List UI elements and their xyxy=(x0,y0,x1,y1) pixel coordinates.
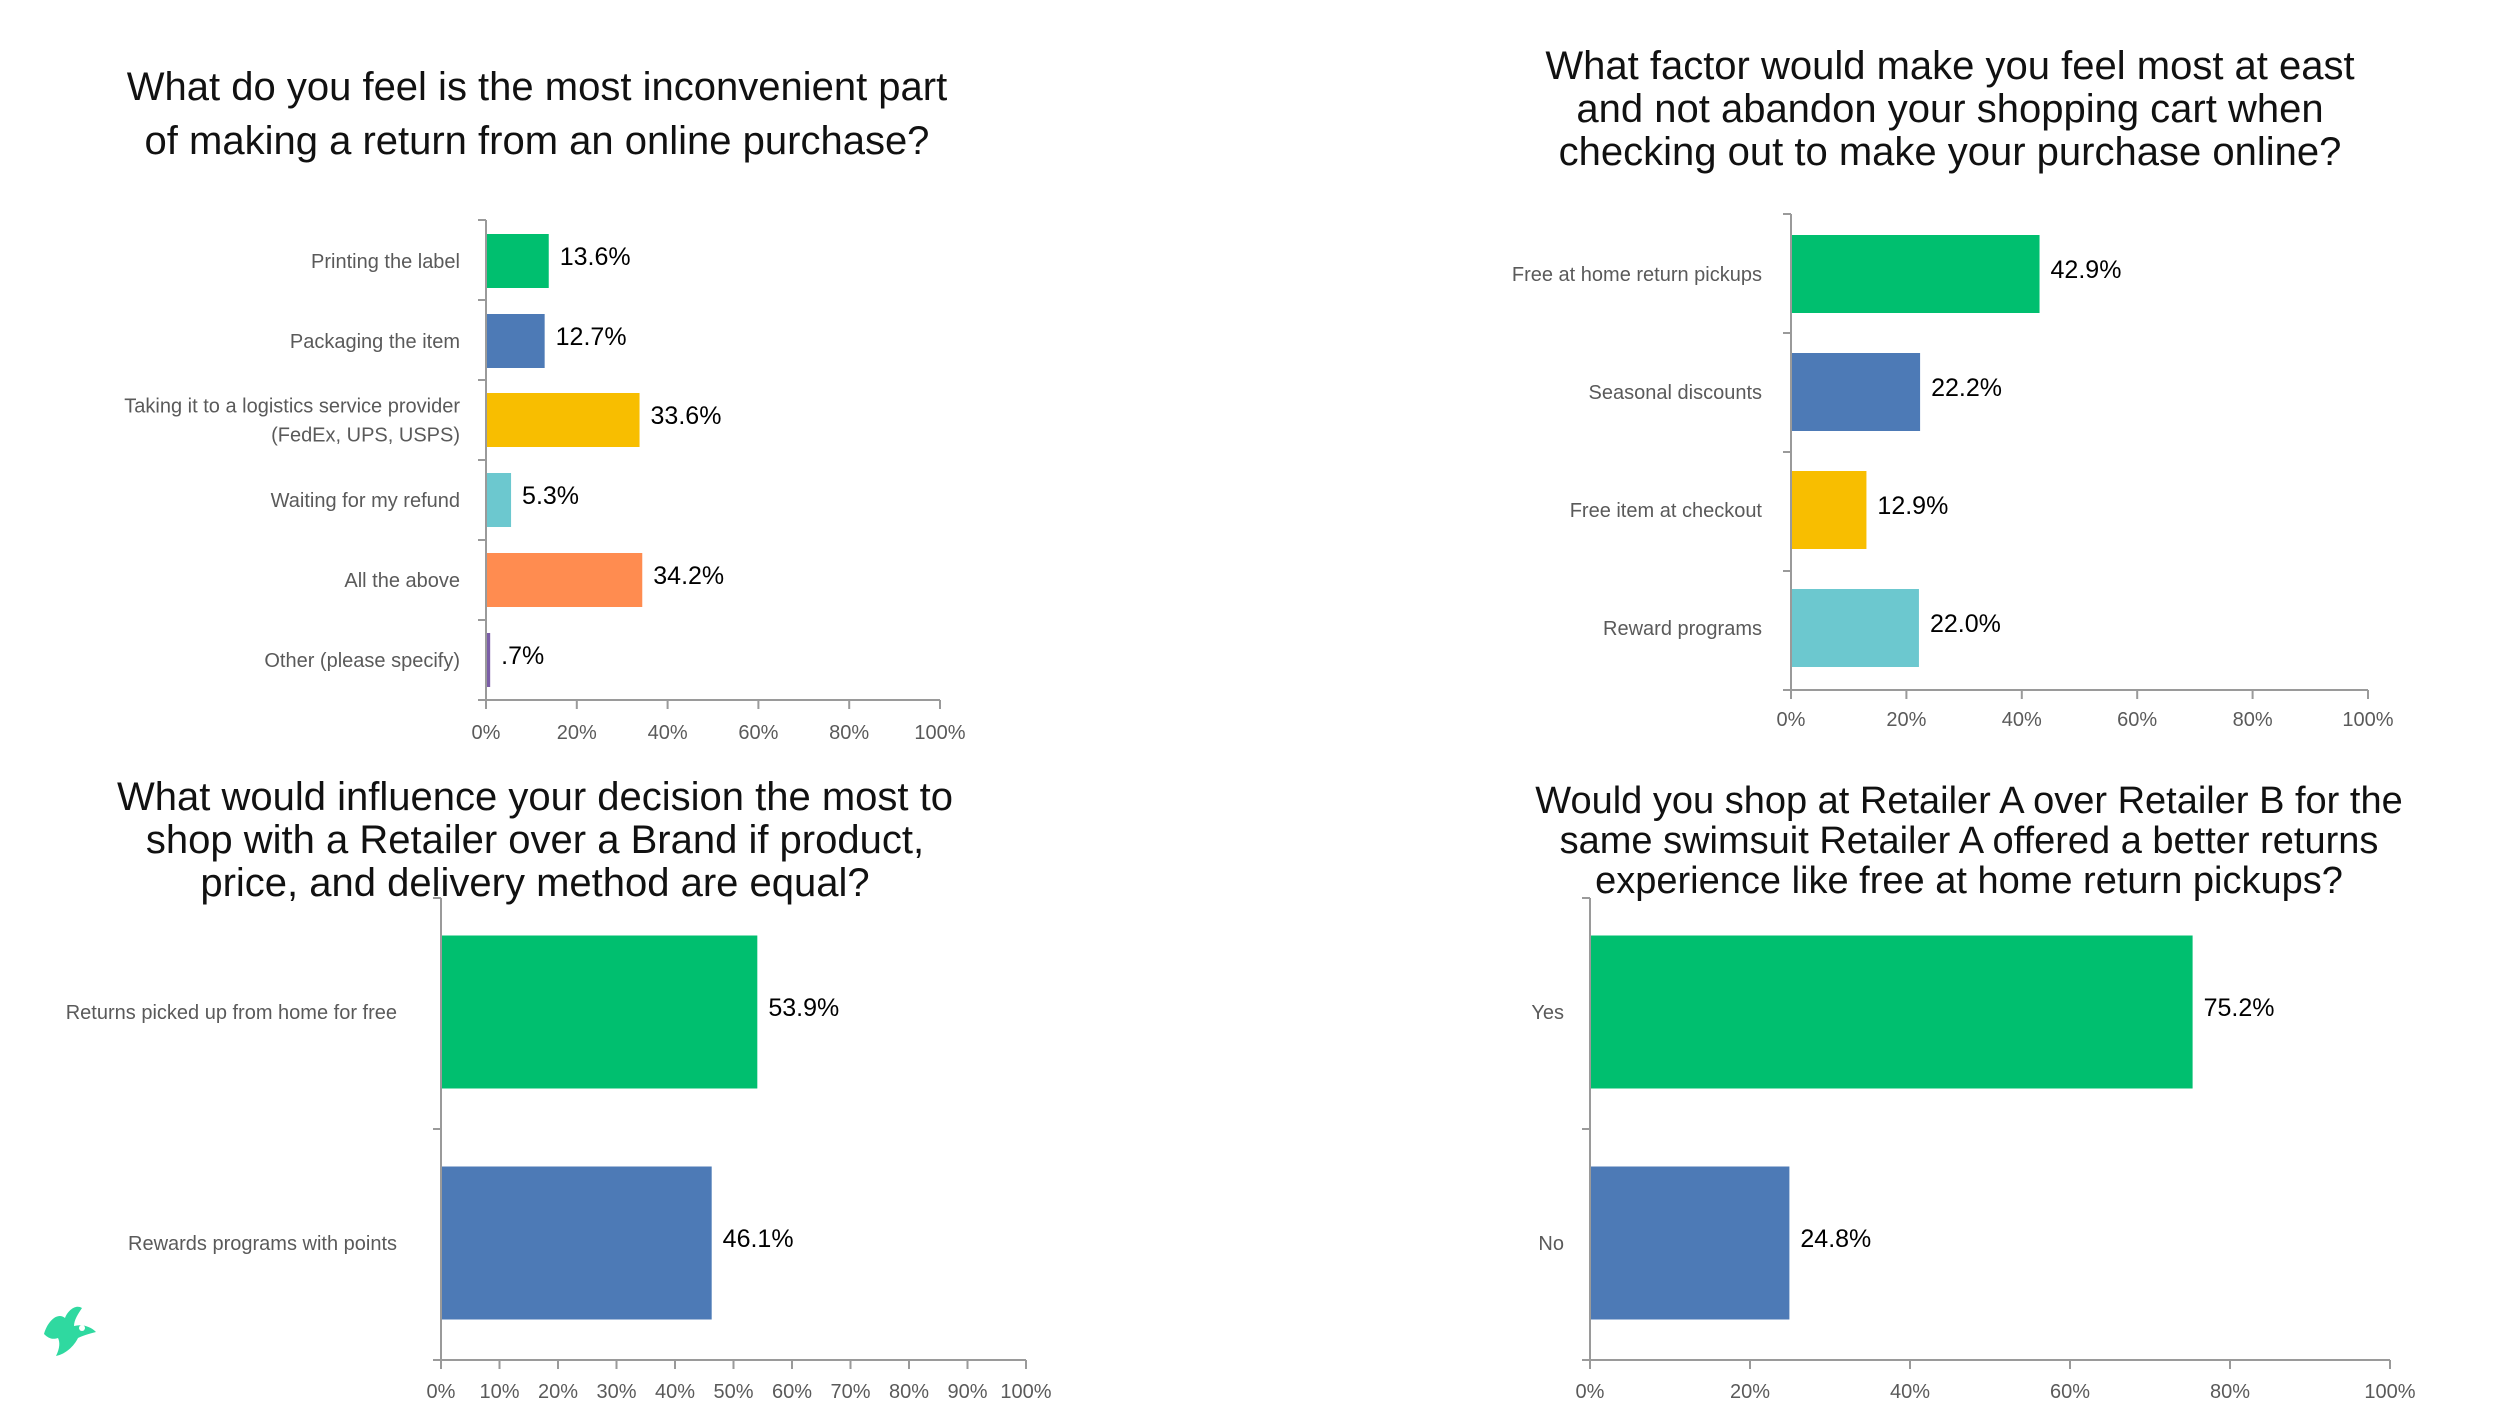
chart2-x-tick-label: 60% xyxy=(2117,709,2157,731)
chart3-title: What would influence your decision the m… xyxy=(117,775,953,819)
chart1-category-label: Printing the label xyxy=(311,251,460,273)
chart4-x-tick-label: 40% xyxy=(1890,1381,1930,1403)
chart1-data-label: .7% xyxy=(501,642,544,670)
chart3-x-tick-label: 60% xyxy=(772,1381,812,1403)
chart1-title: of making a return from an online purcha… xyxy=(145,119,930,163)
chart4-data-label: 24.8% xyxy=(1800,1225,1871,1253)
chart1-x-tick-label: 0% xyxy=(472,722,501,744)
chart2-x-tick-label: 80% xyxy=(2233,709,2273,731)
chart2-data-label: 22.2% xyxy=(1931,374,2002,402)
chart1-category-label: Packaging the item xyxy=(290,331,460,353)
chart1-data-label: 12.7% xyxy=(556,323,627,351)
chart2-bar xyxy=(1792,235,2040,313)
chart1-data-label: 33.6% xyxy=(651,402,722,430)
chart2-category-label: Free item at checkout xyxy=(1570,500,1763,522)
chart1-title: What do you feel is the most inconvenien… xyxy=(127,65,947,109)
chart2-title: checking out to make your purchase onlin… xyxy=(1559,130,2342,174)
chart1-category-label: (FedEx, UPS, USPS) xyxy=(271,425,460,447)
chart3-data-label: 46.1% xyxy=(723,1225,794,1253)
chart1-bar xyxy=(487,473,512,527)
chart1-x-tick-label: 20% xyxy=(557,722,597,744)
chart4-x-tick-label: 20% xyxy=(1730,1381,1770,1403)
chart3-x-tick-label: 40% xyxy=(655,1381,695,1403)
chart4-category-label: No xyxy=(1538,1233,1564,1255)
chart3-bar xyxy=(442,935,758,1089)
chart3-bar xyxy=(442,1166,712,1320)
chart3-x-tick-label: 100% xyxy=(1000,1381,1051,1403)
bird-logo-icon xyxy=(44,1306,96,1356)
chart3-category-label: Returns picked up from home for free xyxy=(66,1002,397,1024)
chart1-data-label: 13.6% xyxy=(560,243,631,271)
chart4-bar xyxy=(1591,935,2193,1089)
chart3-category-label: Rewards programs with points xyxy=(128,1233,397,1255)
chart4-title: same swimsuit Retailer A offered a bette… xyxy=(1560,820,2379,862)
chart2-bar xyxy=(1792,353,1921,431)
chart2-category-label: Seasonal discounts xyxy=(1589,382,1762,404)
chart1-x-tick-label: 60% xyxy=(738,722,778,744)
chart3-x-tick-label: 70% xyxy=(830,1381,870,1403)
chart4-bar xyxy=(1591,1166,1790,1320)
chart4-title: experience like free at home return pick… xyxy=(1595,860,2343,902)
chart1-category-label: Waiting for my refund xyxy=(271,490,460,512)
chart1-category-label: All the above xyxy=(344,570,460,592)
chart2-bar xyxy=(1792,471,1867,549)
chart3-x-tick-label: 20% xyxy=(538,1381,578,1403)
chart1-bar xyxy=(487,234,549,288)
chart1-category-label: Taking it to a logistics service provide… xyxy=(124,396,460,418)
chart3-x-tick-label: 0% xyxy=(427,1381,456,1403)
chart1-data-label: 5.3% xyxy=(522,482,579,510)
chart1-category-label: Other (please specify) xyxy=(264,650,460,672)
chart2-bar xyxy=(1792,589,1919,667)
chart3-x-tick-label: 50% xyxy=(713,1381,753,1403)
chart2-category-label: Reward programs xyxy=(1603,618,1762,640)
chart3-title: shop with a Retailer over a Brand if pro… xyxy=(146,818,924,862)
chart3-x-tick-label: 10% xyxy=(479,1381,519,1403)
chart2-data-label: 22.0% xyxy=(1930,610,2001,638)
chart4-x-tick-label: 100% xyxy=(2364,1381,2415,1403)
chart2-x-tick-label: 0% xyxy=(1777,709,1806,731)
chart1-x-tick-label: 100% xyxy=(914,722,965,744)
chart2-x-tick-label: 100% xyxy=(2342,709,2393,731)
chart1-bar xyxy=(487,393,640,447)
chart4-x-tick-label: 80% xyxy=(2210,1381,2250,1403)
chart3-data-label: 53.9% xyxy=(768,994,839,1022)
chart3-x-tick-label: 80% xyxy=(889,1381,929,1403)
chart1-bar xyxy=(487,314,545,368)
chart4-data-label: 75.2% xyxy=(2204,994,2275,1022)
chart2-category-label: Free at home return pickups xyxy=(1512,264,1762,286)
chart4-x-tick-label: 0% xyxy=(1576,1381,1605,1403)
chart3-x-tick-label: 30% xyxy=(596,1381,636,1403)
chart2-x-tick-label: 40% xyxy=(2002,709,2042,731)
chart4-category-label: Yes xyxy=(1531,1002,1564,1024)
chart4-title: Would you shop at Retailer A over Retail… xyxy=(1535,780,2402,822)
chart1-data-label: 34.2% xyxy=(653,562,724,590)
chart2-data-label: 12.9% xyxy=(1877,492,1948,520)
chart1-x-tick-label: 80% xyxy=(829,722,869,744)
chart2-x-tick-label: 20% xyxy=(1886,709,1926,731)
chart3-x-tick-label: 90% xyxy=(947,1381,987,1403)
chart2-title: and not abandon your shopping cart when xyxy=(1576,87,2323,131)
chart1-x-tick-label: 40% xyxy=(648,722,688,744)
chart1-bar xyxy=(487,633,491,687)
chart3-title: price, and delivery method are equal? xyxy=(200,861,869,905)
chart2-data-label: 42.9% xyxy=(2051,256,2122,284)
chart4-x-tick-label: 60% xyxy=(2050,1381,2090,1403)
chart2-title: What factor would make you feel most at … xyxy=(1545,44,2354,88)
chart1-bar xyxy=(487,553,643,607)
